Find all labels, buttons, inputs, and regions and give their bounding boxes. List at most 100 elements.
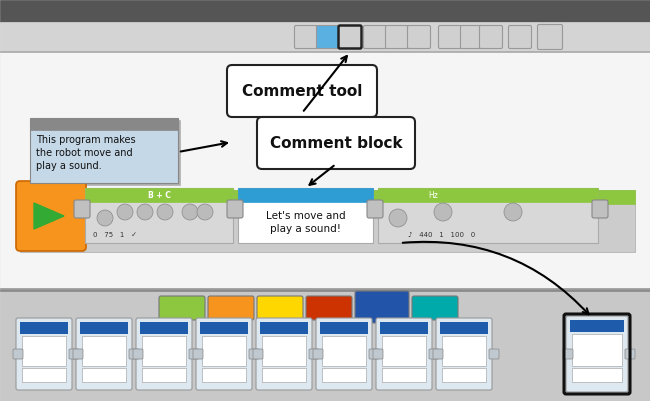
FancyBboxPatch shape xyxy=(129,349,139,359)
Text: Comment tool: Comment tool xyxy=(242,83,362,99)
FancyBboxPatch shape xyxy=(16,181,86,251)
Bar xyxy=(200,322,248,334)
Text: 0   75   1   ✓: 0 75 1 ✓ xyxy=(93,232,137,238)
Bar xyxy=(262,336,306,366)
Circle shape xyxy=(434,203,452,221)
Bar xyxy=(0,51,650,52)
Text: Hz: Hz xyxy=(428,190,438,200)
Circle shape xyxy=(197,204,213,220)
Bar xyxy=(20,190,635,252)
Bar xyxy=(20,322,68,334)
Bar xyxy=(0,288,650,290)
FancyBboxPatch shape xyxy=(339,26,361,49)
FancyBboxPatch shape xyxy=(73,349,83,359)
FancyBboxPatch shape xyxy=(566,316,628,392)
Bar xyxy=(322,368,366,382)
Bar xyxy=(378,188,598,202)
Bar xyxy=(378,188,598,243)
Bar xyxy=(0,290,650,401)
Bar xyxy=(0,52,650,290)
FancyBboxPatch shape xyxy=(159,296,205,320)
Bar xyxy=(262,368,306,382)
Bar xyxy=(142,368,186,382)
FancyBboxPatch shape xyxy=(317,26,339,49)
Circle shape xyxy=(389,209,407,227)
Bar xyxy=(440,322,488,334)
FancyBboxPatch shape xyxy=(309,349,319,359)
Text: Let's move and
play a sound!: Let's move and play a sound! xyxy=(266,211,345,234)
FancyBboxPatch shape xyxy=(367,200,383,218)
Bar xyxy=(238,188,373,243)
FancyBboxPatch shape xyxy=(385,26,408,49)
FancyBboxPatch shape xyxy=(257,117,415,169)
Bar xyxy=(572,368,622,382)
Bar xyxy=(140,322,188,334)
FancyBboxPatch shape xyxy=(74,200,90,218)
Bar xyxy=(382,336,426,366)
Bar xyxy=(142,336,186,366)
Bar xyxy=(202,368,246,382)
Bar xyxy=(22,336,66,366)
Bar xyxy=(30,118,178,130)
Bar xyxy=(80,322,128,334)
Bar xyxy=(85,188,233,243)
FancyBboxPatch shape xyxy=(133,349,143,359)
Bar xyxy=(382,368,426,382)
FancyBboxPatch shape xyxy=(355,291,409,323)
FancyBboxPatch shape xyxy=(249,349,259,359)
Bar xyxy=(82,368,126,382)
Text: ♪   440   1   100   0: ♪ 440 1 100 0 xyxy=(408,232,475,238)
FancyBboxPatch shape xyxy=(439,26,462,49)
FancyBboxPatch shape xyxy=(625,349,635,359)
Bar xyxy=(85,188,233,202)
Bar xyxy=(32,120,180,185)
FancyBboxPatch shape xyxy=(433,349,443,359)
FancyBboxPatch shape xyxy=(460,26,484,49)
FancyBboxPatch shape xyxy=(227,65,377,117)
FancyBboxPatch shape xyxy=(189,349,199,359)
Bar xyxy=(322,336,366,366)
FancyBboxPatch shape xyxy=(193,349,203,359)
FancyBboxPatch shape xyxy=(373,349,383,359)
FancyBboxPatch shape xyxy=(69,349,79,359)
Circle shape xyxy=(157,204,173,220)
FancyBboxPatch shape xyxy=(412,296,458,320)
Text: Comment block: Comment block xyxy=(270,136,402,150)
Circle shape xyxy=(117,204,133,220)
Bar xyxy=(320,322,368,334)
Bar xyxy=(260,322,308,334)
FancyBboxPatch shape xyxy=(563,349,573,359)
FancyBboxPatch shape xyxy=(508,26,532,49)
FancyBboxPatch shape xyxy=(208,296,254,320)
Bar xyxy=(30,118,178,183)
FancyBboxPatch shape xyxy=(253,349,263,359)
Bar xyxy=(22,368,66,382)
FancyBboxPatch shape xyxy=(306,296,352,320)
FancyBboxPatch shape xyxy=(227,200,243,218)
Text: B + C: B + C xyxy=(148,190,170,200)
FancyBboxPatch shape xyxy=(408,26,430,49)
FancyBboxPatch shape xyxy=(76,318,132,390)
FancyBboxPatch shape xyxy=(376,318,432,390)
Circle shape xyxy=(137,204,153,220)
FancyBboxPatch shape xyxy=(363,26,387,49)
Circle shape xyxy=(97,210,113,226)
Bar xyxy=(442,336,486,366)
Bar xyxy=(380,322,428,334)
FancyBboxPatch shape xyxy=(16,318,72,390)
FancyBboxPatch shape xyxy=(489,349,499,359)
Bar xyxy=(238,188,373,202)
Bar xyxy=(442,368,486,382)
FancyBboxPatch shape xyxy=(316,318,372,390)
FancyBboxPatch shape xyxy=(13,349,23,359)
Polygon shape xyxy=(34,203,64,229)
FancyBboxPatch shape xyxy=(256,318,312,390)
FancyBboxPatch shape xyxy=(257,296,303,320)
Circle shape xyxy=(504,203,522,221)
Bar xyxy=(572,334,622,366)
FancyBboxPatch shape xyxy=(436,318,492,390)
FancyBboxPatch shape xyxy=(429,349,439,359)
Circle shape xyxy=(182,204,198,220)
FancyBboxPatch shape xyxy=(369,349,379,359)
Bar xyxy=(202,336,246,366)
